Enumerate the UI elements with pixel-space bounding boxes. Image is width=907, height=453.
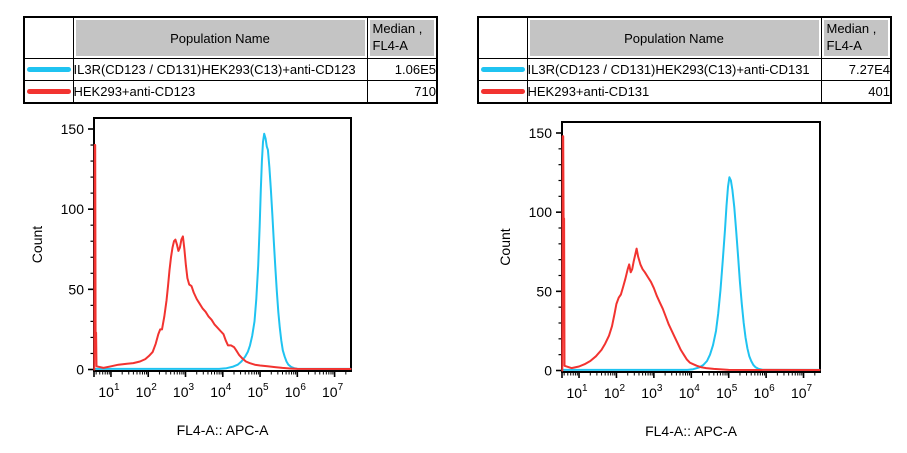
red-histogram-curve — [561, 135, 821, 372]
median-header: Median , FL4-A — [820, 16, 892, 59]
median-header-fill: Median , FL4-A — [823, 20, 888, 56]
y-axis-title: Count — [497, 228, 513, 265]
y-tick-label: 150 — [61, 121, 85, 137]
x-tick-label: 102 — [136, 382, 158, 400]
table-row: IL3R(CD123 / CD131)HEK293(C13)+anti-CD13… — [477, 58, 892, 81]
stats-table-left: Population Name Median , FL4-A IL3R(CD12… — [23, 16, 438, 104]
median-value-cell: 1.06E5 — [366, 58, 438, 81]
population-name-header: Population Name — [526, 16, 822, 59]
table-row: HEK293+anti-CD123 710 — [23, 80, 438, 104]
series-swatch-red — [481, 89, 525, 94]
population-name-cell: IL3R(CD123 / CD131)HEK293(C13)+anti-CD12… — [72, 58, 368, 81]
median-value-cell: 710 — [366, 80, 438, 104]
table-row: HEK293+anti-CD131 401 — [477, 80, 892, 104]
y-tick-label: 0 — [76, 362, 84, 378]
red-histogram-curve — [93, 144, 352, 371]
x-tick-label: 105 — [716, 383, 738, 401]
median-header-line1: Median , — [372, 21, 423, 37]
x-axis-title: FL4-A:: APC-A — [177, 422, 269, 438]
population-name-header: Population Name — [72, 16, 368, 59]
median-header-line1: Median , — [826, 21, 877, 37]
population-name-header-fill: Population Name — [75, 20, 365, 56]
x-tick-label: 107 — [791, 383, 813, 401]
x-tick-label: 107 — [322, 382, 344, 400]
cyan-histogram-curve — [561, 176, 821, 371]
population-name-cell: IL3R(CD123 / CD131)HEK293(C13)+anti-CD13… — [526, 58, 822, 81]
median-header-fill: Median , FL4-A — [369, 20, 434, 56]
table-row: IL3R(CD123 / CD131)HEK293(C13)+anti-CD12… — [23, 58, 438, 81]
median-header-line2: FL4-A — [372, 38, 408, 53]
x-tick-label: 104 — [679, 383, 701, 401]
x-tick-label: 101 — [98, 382, 120, 400]
x-tick-label: 106 — [285, 382, 307, 400]
swatch-cell — [477, 58, 528, 81]
y-tick-label: 50 — [536, 283, 552, 299]
population-name-cell: HEK293+anti-CD123 — [72, 80, 368, 104]
y-tick-label: 100 — [529, 204, 553, 220]
series-swatch-red — [27, 89, 71, 94]
series-swatch-cyan — [481, 67, 525, 72]
table-header-row: Population Name Median , FL4-A — [23, 16, 438, 59]
median-header-line2: FL4-A — [826, 38, 862, 53]
x-tick-label: 106 — [754, 383, 776, 401]
table-header-row: Population Name Median , FL4-A — [477, 16, 892, 59]
stats-table-right: Population Name Median , FL4-A IL3R(CD12… — [477, 16, 892, 104]
population-name-header-fill: Population Name — [529, 20, 819, 56]
plot-border — [561, 121, 821, 373]
median-value-cell: 401 — [820, 80, 892, 104]
y-tick-label: 150 — [529, 125, 553, 141]
population-name-header-label: Population Name — [624, 30, 724, 46]
swatch-column-header — [23, 16, 74, 59]
y-axis-title: Count — [29, 226, 45, 263]
y-tick-label: 50 — [68, 281, 84, 297]
x-tick-label: 103 — [173, 382, 195, 400]
x-tick-label: 103 — [641, 383, 663, 401]
swatch-cell — [23, 80, 74, 104]
x-tick-label: 102 — [604, 383, 626, 401]
x-tick-label: 105 — [247, 382, 269, 400]
population-name-cell: HEK293+anti-CD131 — [526, 80, 822, 104]
series-swatch-cyan — [27, 67, 71, 72]
population-name-header-label: Population Name — [170, 30, 270, 46]
x-tick-label: 104 — [210, 382, 232, 400]
cyan-histogram-curve — [93, 132, 352, 370]
x-axis-title: FL4-A:: APC-A — [645, 423, 737, 439]
y-tick-label: 0 — [544, 363, 552, 379]
x-tick-label: 101 — [566, 383, 588, 401]
median-value-cell: 7.27E4 — [820, 58, 892, 81]
median-header: Median , FL4-A — [366, 16, 438, 59]
swatch-column-header — [477, 16, 528, 59]
y-tick-label: 100 — [61, 201, 85, 217]
